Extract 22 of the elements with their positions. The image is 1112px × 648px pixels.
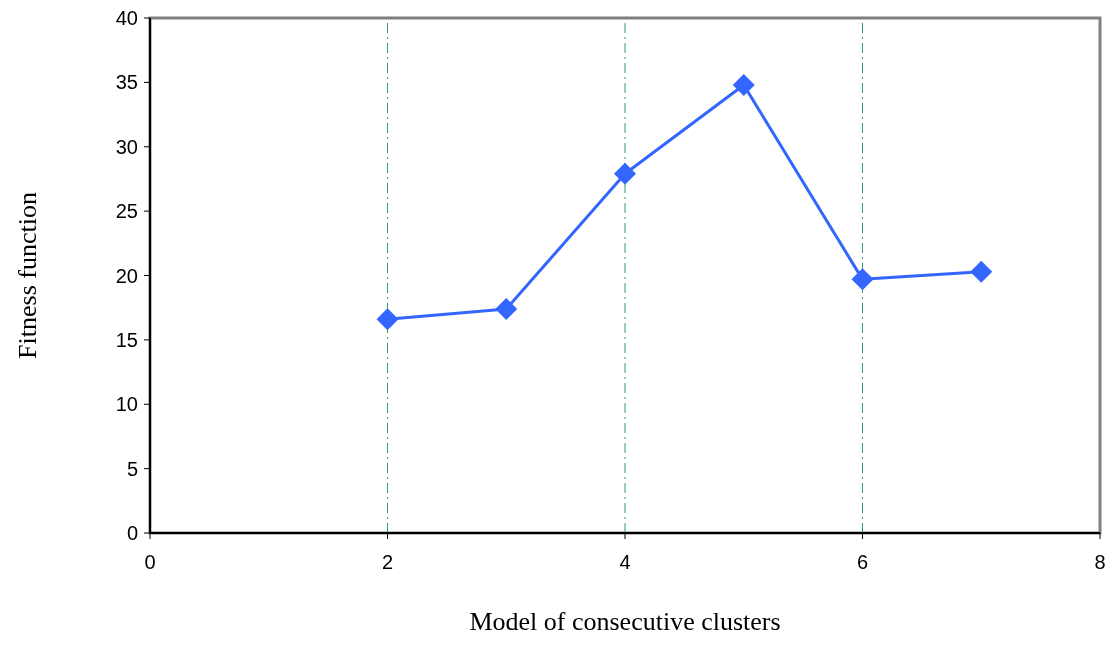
- y-axis-title: Fitness function: [13, 192, 42, 359]
- point: [732, 73, 755, 96]
- y-tick-label: 0: [126, 522, 138, 544]
- x-tick-label: 4: [619, 551, 631, 573]
- y-tick-label: 25: [115, 200, 138, 223]
- point: [970, 260, 993, 283]
- point: [376, 308, 399, 331]
- y-tick-label: 35: [115, 71, 138, 94]
- y-tick-label: 30: [115, 135, 138, 158]
- y-tick-label: 5: [126, 457, 138, 480]
- point: [851, 268, 874, 291]
- y-tick-label: 15: [115, 328, 138, 351]
- y-tick-label: 10: [115, 393, 138, 416]
- y-tick-label: 20: [115, 264, 138, 287]
- point: [614, 162, 636, 185]
- point: [495, 297, 518, 320]
- y-tick-label: 40: [115, 7, 138, 29]
- x-tick-label: 8: [1094, 551, 1106, 573]
- x-tick-label: 6: [856, 551, 869, 573]
- x-tick-label: 0: [144, 551, 156, 573]
- x-axis-title: Model of consecutive clusters: [469, 607, 781, 636]
- x-tick-label: 2: [381, 551, 394, 573]
